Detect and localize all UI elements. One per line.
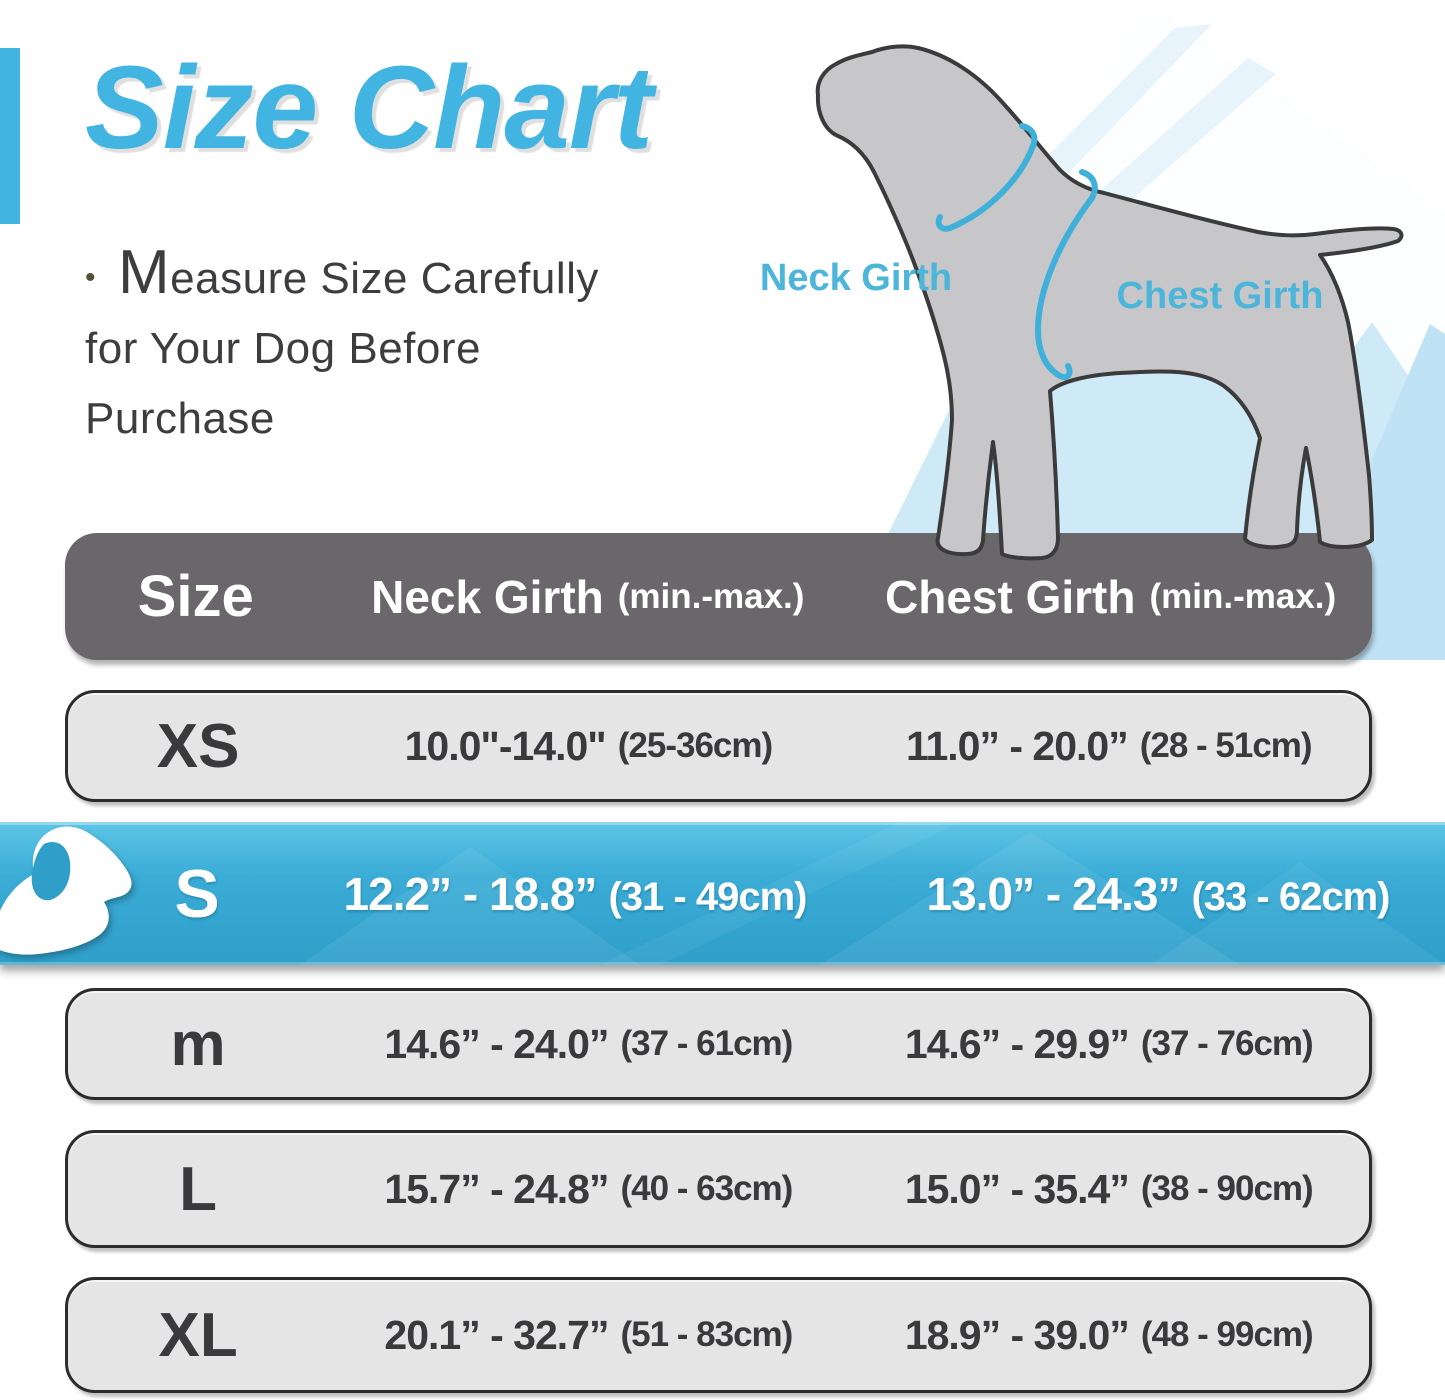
row-cell-chest: 18.9” - 39.0” (48 - 99cm): [849, 1280, 1369, 1390]
chest-value-cm: (38 - 90cm): [1140, 1169, 1314, 1208]
row-cell-chest: 13.0” - 24.3” (33 - 62cm): [926, 867, 1391, 921]
table-row-highlighted: S 12.2” - 18.8” (31 - 49cm) 13.0” - 24.3”…: [0, 822, 1445, 965]
intro-note: • Measure Size Carefully for Your Dog Bef…: [85, 238, 725, 454]
header-size-label: Size: [137, 564, 254, 629]
chest-girth-label: Chest Girth: [1117, 275, 1324, 317]
header-chest-label: Chest Girth: [885, 570, 1136, 623]
chest-value-cm: (28 - 51cm): [1139, 726, 1313, 765]
row-cell-chest: 11.0” - 20.0” (28 - 51cm): [849, 693, 1369, 799]
chest-value-cm: (33 - 62cm): [1191, 874, 1390, 919]
dog-head-decoration: [0, 826, 132, 955]
row-cell-size: XS: [68, 693, 328, 799]
size-label: S: [174, 855, 220, 932]
table-row: L 15.7” - 24.8” (40 - 63cm) 15.0” - 35.4”…: [65, 1130, 1372, 1248]
chest-value-inches: 11.0” - 20.0”: [905, 722, 1129, 769]
neck-value-cm: (51 - 83cm): [620, 1315, 793, 1354]
table-row: XS 10.0"-14.0" (25-36cm) 11.0” - 20.0” (28…: [65, 690, 1372, 802]
row-cell-neck: 15.7” - 24.8” (40 - 63cm): [328, 1133, 848, 1245]
size-label: XL: [158, 1300, 238, 1370]
dog-silhouette: [815, 44, 1404, 561]
header-cell-neck: Neck Girth (min.-max.): [326, 533, 849, 660]
row-cell-neck: 20.1” - 32.7” (51 - 83cm): [328, 1280, 848, 1390]
row-cell-size: m: [68, 991, 328, 1097]
dog-ear-shape: [31, 842, 71, 901]
chest-girth-line: [1034, 169, 1098, 381]
neck-girth-label: Neck Girth: [760, 257, 952, 299]
header-cell-chest: Chest Girth (min.-max.): [849, 533, 1372, 660]
chest-value-inches: 15.0” - 35.4”: [904, 1165, 1130, 1212]
intro-line-1: • Measure Size Carefully: [85, 238, 725, 314]
chest-value-inches: 14.6” - 29.9”: [904, 1020, 1130, 1067]
header-chest-sublabel: (min.-max.): [1149, 576, 1337, 616]
header-cell-size: Size: [65, 533, 326, 660]
dog-head-shape: [0, 826, 132, 955]
neck-girth-line: [935, 123, 1038, 232]
neck-value-inches: 20.1” - 32.7”: [384, 1311, 609, 1358]
table-header: Size Neck Girth (min.-max.) Chest Girth (m…: [65, 533, 1372, 660]
row-cell-chest: 15.0” - 35.4” (38 - 90cm): [849, 1133, 1369, 1245]
row-cell-chest: 14.6” - 29.9” (37 - 76cm): [849, 991, 1369, 1097]
row-cell-neck: 10.0"-14.0" (25-36cm): [328, 693, 848, 799]
title-accent-bar: [0, 48, 20, 224]
header-neck-label: Neck Girth: [371, 570, 604, 623]
bullet-dot: •: [85, 261, 97, 294]
neck-value-inches: 10.0"-14.0": [404, 722, 607, 769]
chest-value-cm: (37 - 76cm): [1140, 1024, 1314, 1063]
row-cell-size: XL: [68, 1280, 328, 1390]
neck-value-cm: (40 - 63cm): [620, 1169, 793, 1208]
dog-measurement-diagram: Neck Girth Chest Girth: [760, 44, 1404, 561]
row-cell-neck: 14.6” - 24.0” (37 - 61cm): [328, 991, 848, 1097]
chest-value-inches: 18.9” - 39.0”: [904, 1311, 1130, 1358]
intro-text: easure Size Carefully: [170, 254, 599, 303]
size-label: m: [170, 1009, 226, 1079]
row-cell-size: L: [68, 1133, 328, 1245]
intro-lead-cap: M: [118, 238, 171, 307]
neck-value-inches: 15.7” - 24.8”: [384, 1165, 609, 1212]
chest-value-cm: (48 - 99cm): [1140, 1315, 1314, 1354]
size-label: XS: [156, 711, 240, 781]
page-title: Size Chart: [85, 42, 653, 174]
neck-value-cm: (25-36cm): [617, 726, 773, 765]
neck-value-inches: 12.2” - 18.8”: [343, 867, 598, 920]
row-cell-neck: 12.2” - 18.8” (31 - 49cm): [343, 867, 808, 921]
band-mountain-pattern: [300, 822, 1445, 965]
size-label: L: [179, 1154, 218, 1224]
intro-line-2: for Your Dog Before: [85, 324, 481, 373]
neck-value-inches: 14.6” - 24.0”: [384, 1020, 609, 1067]
table-row: XL 20.1” - 32.7” (51 - 83cm) 18.9” - 39.0…: [65, 1277, 1372, 1393]
table-row: m 14.6” - 24.0” (37 - 61cm) 14.6” - 29.9”…: [65, 988, 1372, 1100]
intro-line-3: Purchase: [85, 394, 275, 443]
neck-value-cm: (31 - 49cm): [608, 874, 807, 919]
chest-value-inches: 13.0” - 24.3”: [926, 867, 1181, 920]
neck-value-cm: (37 - 61cm): [620, 1024, 793, 1063]
header-neck-sublabel: (min.-max.): [617, 576, 805, 616]
